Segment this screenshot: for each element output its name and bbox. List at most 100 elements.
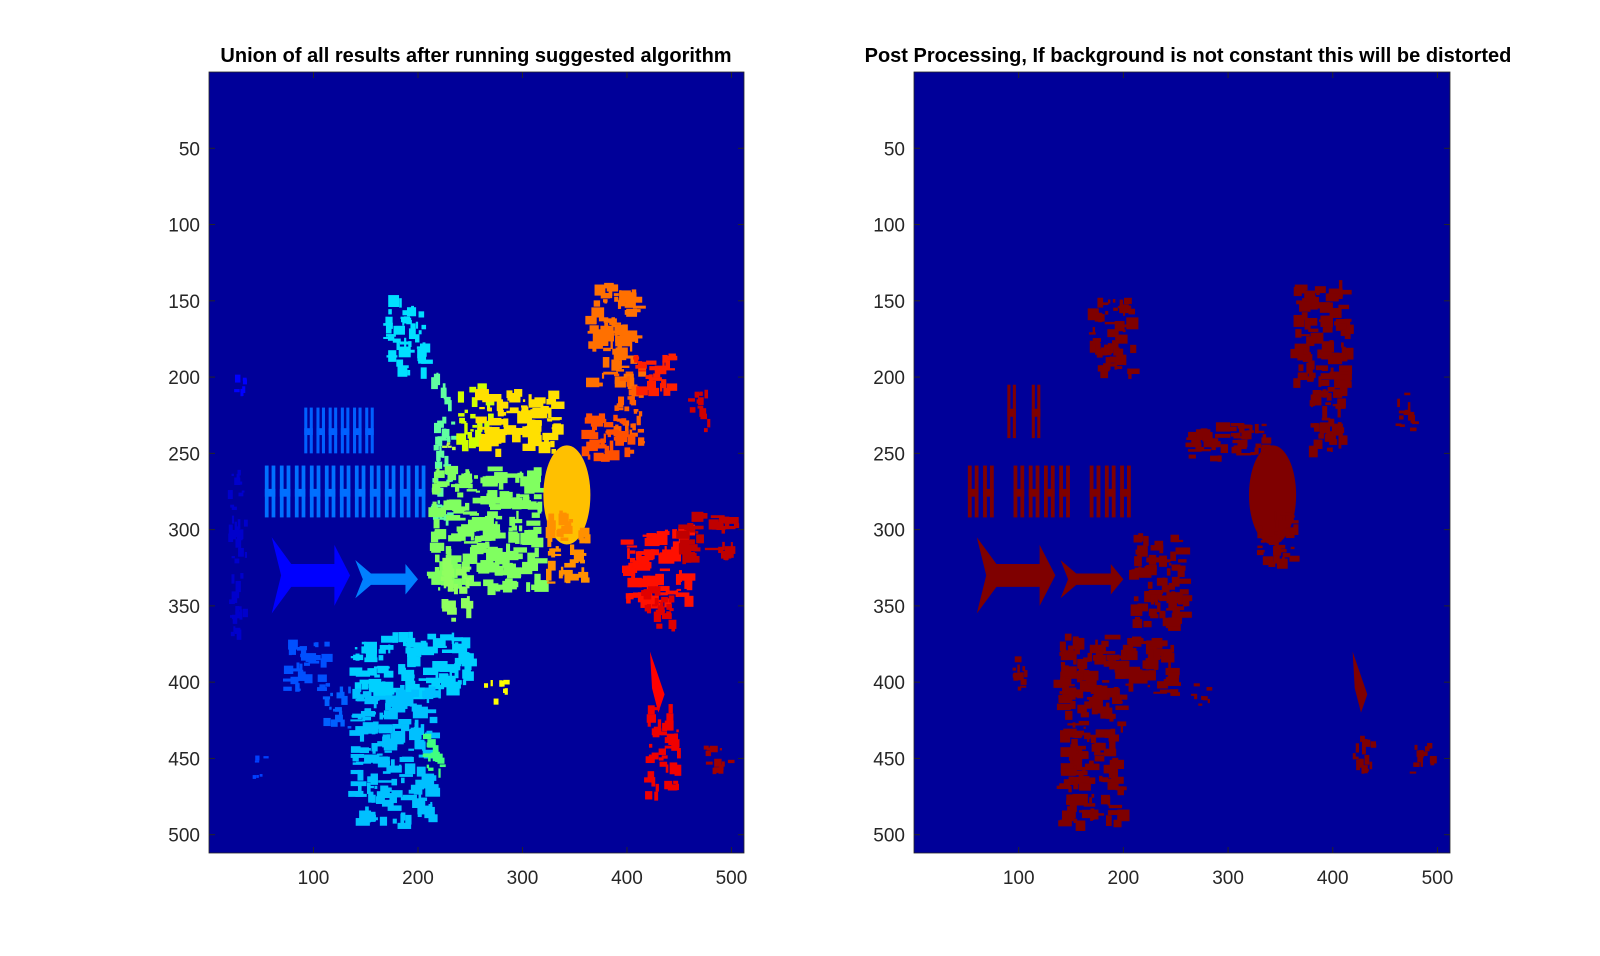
blob-piece bbox=[637, 428, 644, 433]
blob-piece bbox=[368, 725, 384, 729]
blob-piece bbox=[1154, 540, 1164, 550]
blob-piece bbox=[664, 745, 674, 749]
blob-piece bbox=[1168, 600, 1177, 609]
blob-piece bbox=[413, 726, 416, 732]
blob-piece bbox=[1056, 703, 1071, 711]
blob-piece bbox=[424, 344, 430, 350]
blob-piece bbox=[504, 473, 521, 478]
blob-piece bbox=[1096, 349, 1103, 358]
blob-piece bbox=[1410, 414, 1416, 424]
blob-piece bbox=[1090, 813, 1093, 821]
blob-piece bbox=[632, 423, 636, 431]
blob-piece bbox=[1116, 354, 1127, 366]
blob-piece bbox=[619, 377, 629, 382]
blob-piece bbox=[1232, 439, 1239, 444]
blob-piece bbox=[584, 417, 592, 424]
blob-piece bbox=[443, 582, 447, 589]
blob-piece bbox=[488, 583, 499, 591]
blob-piece bbox=[1133, 534, 1143, 543]
blob-piece bbox=[1417, 755, 1423, 763]
blob-piece bbox=[348, 790, 364, 797]
blob-piece bbox=[1297, 372, 1308, 381]
blob-piece bbox=[1159, 689, 1172, 693]
blob-piece bbox=[1087, 680, 1097, 687]
blob-piece bbox=[614, 379, 626, 388]
blob-piece bbox=[405, 814, 412, 825]
blob-piece bbox=[457, 528, 464, 536]
blob-piece bbox=[520, 501, 537, 509]
blob-piece bbox=[454, 642, 459, 647]
blob-piece bbox=[598, 317, 609, 322]
blob-shape bbox=[543, 445, 591, 545]
region-5 bbox=[264, 465, 426, 518]
blob-piece bbox=[1112, 772, 1116, 781]
blob-piece bbox=[459, 479, 471, 489]
blob-piece bbox=[466, 489, 478, 492]
region-8 bbox=[1129, 533, 1193, 631]
blob-piece bbox=[1337, 406, 1341, 418]
blob-piece bbox=[648, 374, 653, 382]
blob-piece bbox=[1420, 760, 1423, 767]
y-tick-label: 150 bbox=[873, 292, 905, 313]
blob-piece bbox=[660, 731, 668, 736]
blob-piece bbox=[1172, 565, 1186, 571]
y-tick-label: 50 bbox=[884, 139, 905, 160]
blob-piece bbox=[355, 698, 370, 702]
blob-piece bbox=[430, 752, 438, 759]
blob-piece bbox=[1139, 568, 1152, 578]
blob-piece bbox=[288, 647, 292, 656]
blob-piece bbox=[553, 553, 562, 557]
blob-piece bbox=[601, 330, 614, 342]
blob-piece bbox=[1073, 745, 1086, 750]
blob-piece bbox=[477, 421, 483, 432]
blob-piece bbox=[1103, 363, 1116, 367]
blob-piece bbox=[1168, 661, 1171, 674]
blob-piece bbox=[678, 570, 682, 583]
blob-piece bbox=[1092, 338, 1101, 343]
region-4 bbox=[304, 407, 374, 454]
blob-piece bbox=[1194, 693, 1198, 700]
blob-piece bbox=[283, 686, 292, 691]
blob-piece bbox=[401, 691, 414, 698]
blob-piece bbox=[1191, 693, 1196, 696]
blob-piece bbox=[470, 429, 474, 432]
blob-piece bbox=[680, 573, 696, 581]
blob-piece bbox=[534, 573, 541, 584]
blob-piece bbox=[446, 442, 451, 445]
blob-piece bbox=[514, 519, 523, 524]
blob-piece bbox=[1059, 819, 1067, 824]
blob-piece bbox=[605, 430, 613, 434]
blob-piece bbox=[585, 315, 597, 325]
blob-piece bbox=[401, 756, 413, 762]
blob-piece bbox=[485, 393, 502, 402]
blob-piece bbox=[683, 552, 692, 563]
blob-piece bbox=[238, 529, 244, 540]
blob-piece bbox=[1113, 687, 1119, 699]
blob-piece bbox=[652, 604, 657, 607]
blob-piece bbox=[391, 778, 398, 786]
region-1 bbox=[967, 465, 1131, 518]
blob-piece bbox=[496, 399, 504, 412]
blob-piece bbox=[1291, 515, 1295, 518]
blob-piece bbox=[1109, 759, 1124, 770]
blob-piece bbox=[567, 573, 579, 581]
region-9 bbox=[1185, 422, 1272, 462]
blob-piece bbox=[335, 714, 343, 723]
blob-piece bbox=[1166, 568, 1171, 576]
blob-piece bbox=[647, 575, 651, 580]
blob-piece bbox=[1094, 314, 1105, 322]
blob-piece bbox=[1100, 794, 1110, 805]
blob-piece bbox=[1100, 707, 1113, 719]
blob-piece bbox=[681, 544, 698, 552]
blob-piece bbox=[238, 481, 243, 485]
blob-piece bbox=[658, 757, 664, 761]
blob-piece bbox=[1068, 786, 1072, 793]
blob-piece bbox=[551, 448, 557, 454]
blob-piece bbox=[644, 777, 654, 783]
blob-piece bbox=[1078, 720, 1090, 726]
blob-piece bbox=[1157, 681, 1168, 689]
blob-piece bbox=[656, 623, 663, 629]
blob-piece bbox=[1170, 644, 1175, 653]
blob-piece bbox=[1084, 701, 1092, 709]
blob-piece bbox=[254, 760, 260, 763]
